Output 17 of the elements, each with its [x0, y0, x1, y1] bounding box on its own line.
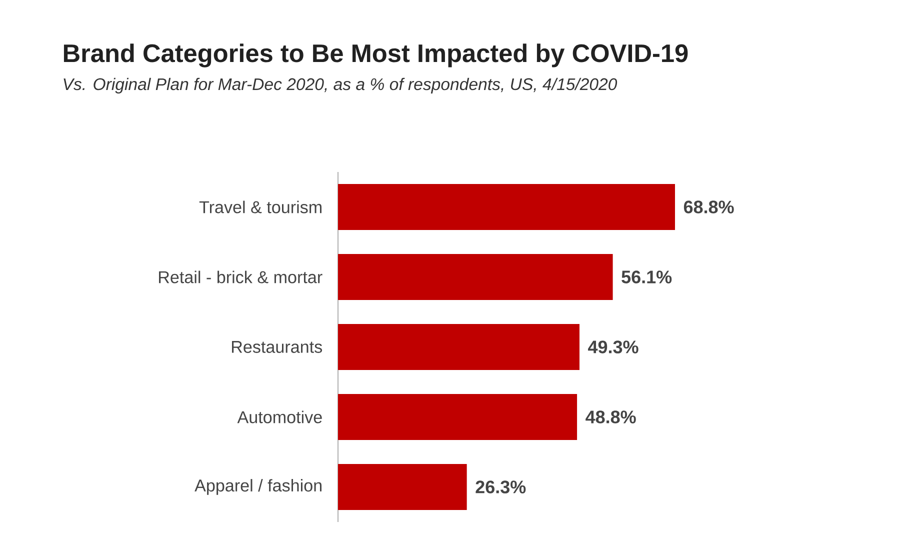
data-label: 26.3% [476, 480, 526, 494]
chart-subtitle: Vs. Original Plan for Mar-Dec 2020, as a % of respondents, US, 4/15/2020 [64, 78, 618, 94]
bar [338, 184, 675, 230]
data-label: 49.3% [588, 340, 638, 354]
bar [338, 464, 467, 510]
bar [338, 324, 580, 370]
y-tick-label: Apparel / fashion [194, 479, 322, 495]
data-label: 56.1% [622, 270, 672, 284]
bar [338, 254, 613, 300]
data-label: 68.8% [684, 200, 734, 214]
y-tick-label: Travel & tourism [199, 200, 322, 214]
y-tick-label: Restaurants [232, 341, 322, 353]
chart-title: Brand Categories to Be Most Impacted by COVID-19 [64, 44, 688, 68]
y-tick-label: Retail - brick & mortar [159, 270, 322, 284]
bar [338, 394, 578, 440]
y-tick-label: Automotive [237, 410, 322, 424]
data-label: 48.8% [586, 410, 636, 424]
